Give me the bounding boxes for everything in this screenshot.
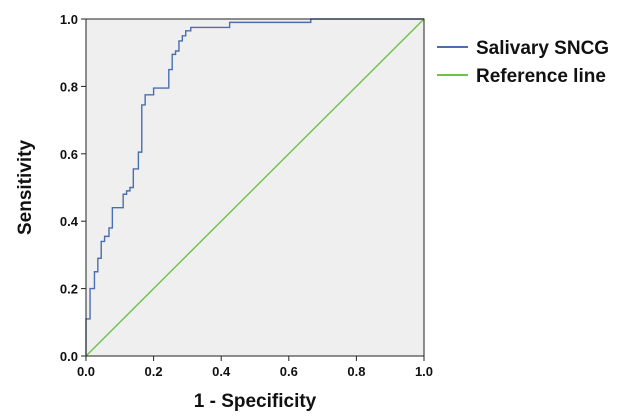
x-tick-label: 0.4 (212, 364, 231, 379)
series-layer (85, 18, 425, 357)
x-axis-title: 1 - Specificity (194, 391, 317, 412)
legend: Salivary SNCG Reference line (437, 38, 609, 87)
y-tick-label: 0.0 (60, 349, 78, 364)
x-tick-label: 0.8 (347, 364, 365, 379)
x-tick-label: 0.6 (280, 364, 298, 379)
y-tick-label: 0.2 (60, 282, 78, 297)
plot-frame (85, 18, 425, 357)
y-tick-label: 0.6 (60, 147, 78, 162)
legend-label: Salivary SNCG (476, 38, 609, 59)
series-line-reference-line (85, 18, 425, 357)
y-tick-label: 1.0 (60, 12, 78, 27)
x-tick-label: 0.2 (145, 364, 163, 379)
x-axis-ticks: 0.0 0.2 0.4 0.6 0.8 1.0 (77, 356, 433, 379)
y-axis-ticks: 0.0 0.2 0.4 0.6 0.8 1.0 (60, 12, 86, 364)
y-axis-title: Sensitivity (15, 140, 36, 235)
y-tick-label: 0.4 (60, 214, 79, 229)
legend-label: Reference line (476, 66, 606, 87)
series-line-salivary-sncg (85, 18, 424, 356)
x-tick-label: 1.0 (415, 364, 433, 379)
x-tick-label: 0.0 (77, 364, 95, 379)
y-tick-label: 0.8 (60, 79, 78, 94)
